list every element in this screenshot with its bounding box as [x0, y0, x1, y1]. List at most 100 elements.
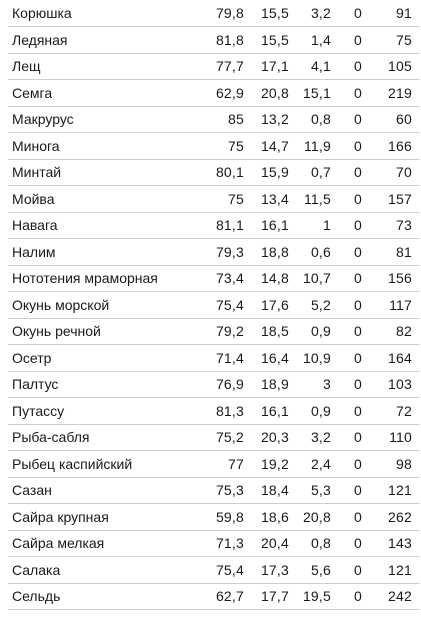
value-cell-4: 0	[331, 132, 362, 160]
value-cell-5: 110	[362, 424, 420, 451]
value-cell-1: 62,7	[182, 583, 244, 610]
fish-name-cell: Окунь морской	[8, 291, 182, 319]
value-cell-3: 0,6	[289, 238, 331, 266]
value-cell-5: 157	[362, 185, 420, 213]
nutrition-table-body: Корюшка 79,8 15,5 3,2 0 91 Ледяная 81,8 15,5 1,4 0…	[8, 0, 420, 610]
table-row: Сайра крупная 59,8 18,6 20,8 0 262	[8, 503, 420, 531]
value-cell-4: 0	[331, 185, 362, 213]
fish-name-cell: Макрурус	[8, 106, 182, 133]
fish-name-cell: Налим	[8, 238, 182, 266]
value-cell-5: 117	[362, 291, 420, 319]
table-row: Семга 62,9 20,8 15,1 0 219	[8, 79, 420, 107]
value-cell-2: 16,4	[244, 344, 289, 372]
value-cell-2: 15,5	[244, 0, 289, 27]
value-cell-4: 0	[331, 265, 362, 292]
table-row: Минтай 80,1 15,9 0,7 0 70	[8, 159, 420, 186]
value-cell-5: 103	[362, 371, 420, 398]
value-cell-1: 81,3	[182, 397, 244, 425]
value-cell-4: 0	[331, 530, 362, 557]
value-cell-3: 5,2	[289, 291, 331, 319]
table-row: Сазан 75,3 18,4 5,3 0 121	[8, 477, 420, 504]
table-row: Ледяная 81,8 15,5 1,4 0 75	[8, 26, 420, 54]
value-cell-5: 98	[362, 450, 420, 478]
value-cell-2: 13,4	[244, 185, 289, 213]
value-cell-4: 0	[331, 344, 362, 372]
value-cell-3: 1	[289, 212, 331, 239]
value-cell-3: 0,9	[289, 318, 331, 345]
value-cell-4: 0	[331, 79, 362, 107]
value-cell-1: 71,3	[182, 530, 244, 557]
value-cell-4: 0	[331, 26, 362, 54]
fish-name-cell: Сайра мелкая	[8, 530, 182, 557]
table-row: Мойва 75 13,4 11,5 0 157	[8, 185, 420, 213]
value-cell-1: 75	[182, 132, 244, 160]
value-cell-1: 59,8	[182, 503, 244, 531]
table-row: Налим 79,3 18,8 0,6 0 81	[8, 238, 420, 266]
value-cell-5: 72	[362, 397, 420, 425]
nutrition-table-container: Корюшка 79,8 15,5 3,2 0 91 Ледяная 81,8 15,5 1,4 0…	[8, 0, 420, 610]
value-cell-2: 20,3	[244, 424, 289, 451]
value-cell-2: 17,1	[244, 53, 289, 80]
value-cell-3: 10,7	[289, 265, 331, 292]
value-cell-2: 15,5	[244, 26, 289, 54]
value-cell-3: 0,8	[289, 106, 331, 133]
value-cell-2: 15,9	[244, 159, 289, 186]
value-cell-2: 18,8	[244, 238, 289, 266]
value-cell-3: 0,7	[289, 159, 331, 186]
value-cell-4: 0	[331, 0, 362, 27]
nutrition-table: Корюшка 79,8 15,5 3,2 0 91 Ледяная 81,8 15,5 1,4 0…	[8, 0, 420, 610]
value-cell-5: 121	[362, 477, 420, 504]
value-cell-1: 80,1	[182, 159, 244, 186]
value-cell-3: 0,9	[289, 397, 331, 425]
value-cell-4: 0	[331, 424, 362, 451]
value-cell-4: 0	[331, 556, 362, 584]
value-cell-5: 121	[362, 556, 420, 584]
table-row: Салака 75,4 17,3 5,6 0 121	[8, 556, 420, 584]
value-cell-5: 73	[362, 212, 420, 239]
fish-name-cell: Корюшка	[8, 0, 182, 27]
value-cell-2: 20,8	[244, 79, 289, 107]
value-cell-4: 0	[331, 318, 362, 345]
value-cell-3: 5,3	[289, 477, 331, 504]
value-cell-2: 16,1	[244, 397, 289, 425]
value-cell-1: 81,1	[182, 212, 244, 239]
table-row: Навага 81,1 16,1 1 0 73	[8, 212, 420, 239]
table-row: Сельдь 62,7 17,7 19,5 0 242	[8, 583, 420, 610]
table-row: Окунь речной 79,2 18,5 0,9 0 82	[8, 318, 420, 345]
value-cell-5: 105	[362, 53, 420, 80]
value-cell-5: 75	[362, 26, 420, 54]
table-row: Нототения мраморная 73,4 14,8 10,7 0 156	[8, 265, 420, 292]
fish-name-cell: Окунь речной	[8, 318, 182, 345]
fish-name-cell: Навага	[8, 212, 182, 239]
value-cell-2: 18,5	[244, 318, 289, 345]
value-cell-5: 166	[362, 132, 420, 160]
fish-name-cell: Рыба-сабля	[8, 424, 182, 451]
value-cell-3: 10,9	[289, 344, 331, 372]
value-cell-1: 79,8	[182, 0, 244, 27]
value-cell-5: 143	[362, 530, 420, 557]
fish-name-cell: Палтус	[8, 371, 182, 398]
fish-name-cell: Мойва	[8, 185, 182, 213]
value-cell-3: 3	[289, 371, 331, 398]
table-row: Рыбец каспийский 77 19,2 2,4 0 98	[8, 450, 420, 478]
value-cell-3: 3,2	[289, 424, 331, 451]
value-cell-1: 75,4	[182, 556, 244, 584]
value-cell-1: 79,3	[182, 238, 244, 266]
value-cell-4: 0	[331, 106, 362, 133]
value-cell-4: 0	[331, 53, 362, 80]
value-cell-1: 77,7	[182, 53, 244, 80]
table-row: Макрурус 85 13,2 0,8 0 60	[8, 106, 420, 133]
value-cell-5: 82	[362, 318, 420, 345]
value-cell-1: 75,2	[182, 424, 244, 451]
value-cell-4: 0	[331, 238, 362, 266]
value-cell-3: 11,9	[289, 132, 331, 160]
fish-name-cell: Путассу	[8, 397, 182, 425]
fish-name-cell: Минога	[8, 132, 182, 160]
value-cell-4: 0	[331, 291, 362, 319]
value-cell-5: 70	[362, 159, 420, 186]
value-cell-3: 2,4	[289, 450, 331, 478]
value-cell-4: 0	[331, 159, 362, 186]
value-cell-3: 3,2	[289, 0, 331, 27]
value-cell-1: 85	[182, 106, 244, 133]
value-cell-5: 156	[362, 265, 420, 292]
